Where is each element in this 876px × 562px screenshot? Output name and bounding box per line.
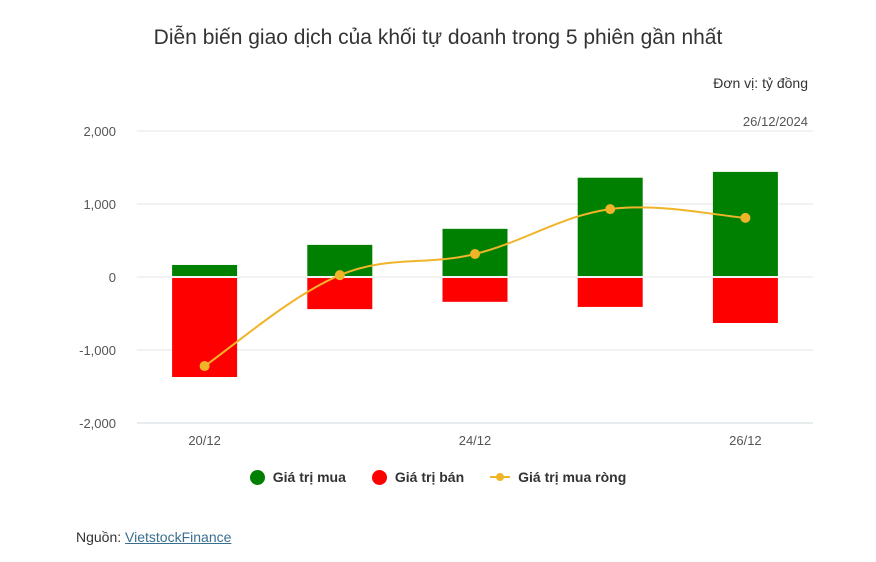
- x-axis-ticks: 20/12 24/12 26/12: [188, 433, 761, 448]
- sell-bar: [712, 278, 778, 323]
- legend-label-sell: Giá trị bán: [394, 469, 465, 485]
- y-tick-label: -2,000: [79, 416, 116, 431]
- line-marker-icon: [490, 471, 511, 483]
- legend-item-net[interactable]: Giá trị mua ròng: [490, 469, 626, 485]
- sell-bar: [442, 278, 508, 302]
- date-label: 26/12/2024: [742, 114, 808, 129]
- sell-bar: [577, 278, 643, 307]
- y-tick-label: 2,000: [83, 124, 116, 139]
- green-circle-icon: [249, 469, 265, 485]
- y-tick-label: 1,000: [83, 197, 116, 212]
- sell-bar: [172, 278, 238, 378]
- x-tick-label: 24/12: [459, 433, 492, 448]
- red-circle-icon: [371, 469, 387, 485]
- net-point-marker: [470, 249, 480, 260]
- net-point-marker: [334, 270, 345, 281]
- legend-label-buy: Giá trị mua: [272, 469, 346, 485]
- buy-bar: [712, 171, 778, 276]
- y-tick-label: -1,000: [79, 343, 116, 358]
- chart-title: Diễn biến giao dịch của khối tự doanh tr…: [153, 26, 723, 49]
- legend-item-buy[interactable]: Giá trị mua: [249, 469, 346, 485]
- source-credit: Nguồn: VietstockFinance: [76, 529, 231, 545]
- source-label: Nguồn:: [76, 529, 126, 545]
- gridlines: [137, 130, 813, 424]
- net-point-marker: [199, 361, 210, 372]
- buy-bar: [172, 264, 238, 276]
- legend: Giá trị mua Giá trị bán Giá trị mua ròng: [0, 469, 876, 485]
- legend-label-net: Giá trị mua ròng: [518, 469, 627, 485]
- legend-item-sell[interactable]: Giá trị bán: [371, 469, 465, 485]
- unit-label: Đơn vị: tỷ đồng: [713, 75, 808, 91]
- y-tick-label: 0: [109, 270, 116, 285]
- net-point-marker: [605, 204, 616, 215]
- x-tick-label: 20/12: [188, 433, 221, 448]
- buy-bar: [577, 177, 643, 276]
- source-link[interactable]: VietstockFinance: [125, 529, 232, 545]
- net-line-series: [199, 204, 751, 372]
- net-point-marker: [740, 212, 751, 223]
- sell-bar: [307, 278, 373, 310]
- y-axis-ticks: 2,000 1,000 0 -1,000 -2,000: [79, 124, 116, 431]
- x-tick-label: 26/12: [729, 433, 762, 448]
- bar-series: [172, 171, 778, 378]
